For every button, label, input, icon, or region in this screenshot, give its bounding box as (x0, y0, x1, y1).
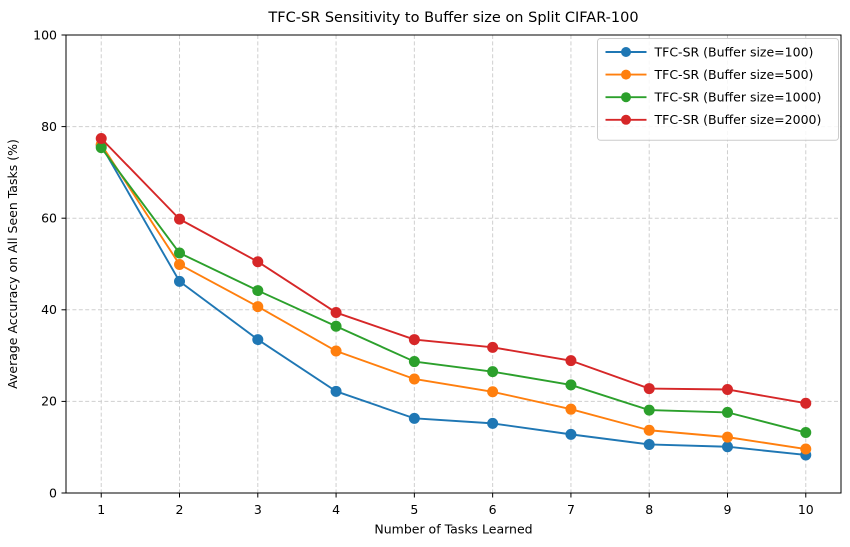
data-point-marker (721, 431, 733, 443)
series-line-0 (100, 144, 806, 456)
data-point-marker (330, 307, 342, 319)
x-tick-label: 5 (410, 502, 418, 517)
x-axis-label: Number of Tasks Learned (374, 522, 532, 537)
legend-item: TFC-SR (Buffer size=100) (605, 44, 814, 59)
data-point-marker (330, 385, 342, 397)
series-layer (95, 133, 812, 461)
data-point-marker (252, 285, 264, 297)
x-tick-label: 1 (97, 502, 105, 517)
x-tick-label: 10 (798, 502, 814, 517)
data-point-marker (800, 427, 812, 439)
legend-label: TFC-SR (Buffer size=500) (654, 67, 814, 82)
legend-marker (621, 69, 631, 80)
chart-title: TFC-SR Sensitivity to Buffer size on Spl… (267, 10, 638, 26)
data-point-marker (174, 258, 186, 270)
data-point-marker (487, 341, 499, 353)
data-point-marker (408, 356, 420, 368)
x-tick-label: 9 (724, 502, 732, 517)
data-point-marker (174, 213, 186, 225)
y-tick-label: 60 (41, 211, 57, 226)
data-point-marker (800, 443, 812, 455)
data-point-marker (174, 247, 186, 259)
data-point-marker (721, 406, 733, 418)
legend-box (597, 38, 839, 141)
data-point-marker (408, 373, 420, 385)
data-point-marker (800, 397, 812, 409)
series-line-3 (100, 137, 806, 405)
y-tick-label: 0 (49, 485, 57, 500)
data-point-marker (565, 379, 577, 391)
data-point-marker (643, 438, 655, 450)
data-point-marker (487, 366, 499, 378)
x-tick-label: 2 (176, 502, 184, 517)
data-point-marker (408, 334, 420, 346)
x-tick-label: 3 (254, 502, 262, 517)
y-tick-label: 20 (41, 394, 57, 409)
y-tick-label: 40 (41, 302, 57, 317)
data-point-marker (95, 133, 107, 145)
data-point-marker (330, 345, 342, 357)
data-point-marker (643, 383, 655, 395)
y-tick-label: 100 (33, 27, 57, 42)
y-axis-label: Average Accuracy on All Seen Tasks (%) (5, 139, 20, 389)
plot-border (65, 34, 842, 494)
axes-layer: 0 20 40 60 80 100 1 2 3 4 5 6 7 8 9 10 (33, 27, 842, 517)
data-point-marker (487, 386, 499, 398)
legend-marker (621, 92, 631, 103)
legend-item: TFC-SR (Buffer size=2000) (605, 112, 822, 127)
x-tick-label: 4 (332, 502, 340, 517)
legend-marker (621, 47, 631, 57)
data-point-marker (252, 334, 264, 346)
data-point-marker (95, 142, 107, 154)
legend-label: TFC-SR (Buffer size=100) (654, 44, 814, 59)
data-point-marker (565, 403, 577, 415)
data-point-marker (643, 404, 655, 416)
data-point-marker (408, 412, 420, 424)
legend: TFC-SR (Buffer size=100) TFC-SR (Buffer s… (597, 38, 839, 141)
x-tick-label: 7 (567, 502, 575, 517)
y-tick-label: 80 (41, 119, 57, 134)
series-line-1 (100, 143, 806, 450)
data-point-marker (565, 355, 577, 367)
x-tick-label: 8 (645, 502, 653, 517)
x-tick-label: 6 (489, 502, 497, 517)
legend-item: TFC-SR (Buffer size=1000) (605, 90, 822, 105)
data-point-marker (487, 417, 499, 429)
legend-label: TFC-SR (Buffer size=2000) (654, 112, 822, 127)
data-point-marker (252, 301, 264, 313)
data-point-marker (330, 320, 342, 332)
data-point-marker (565, 428, 577, 440)
series-line-2 (100, 147, 807, 434)
data-point-marker (643, 424, 655, 436)
data-point-marker (252, 256, 264, 268)
data-point-marker (721, 441, 733, 453)
data-point-marker (174, 275, 186, 287)
legend-label: TFC-SR (Buffer size=1000) (654, 90, 822, 105)
legend-marker (621, 114, 631, 125)
data-point-marker (721, 383, 733, 395)
legend-item: TFC-SR (Buffer size=500) (605, 67, 814, 82)
